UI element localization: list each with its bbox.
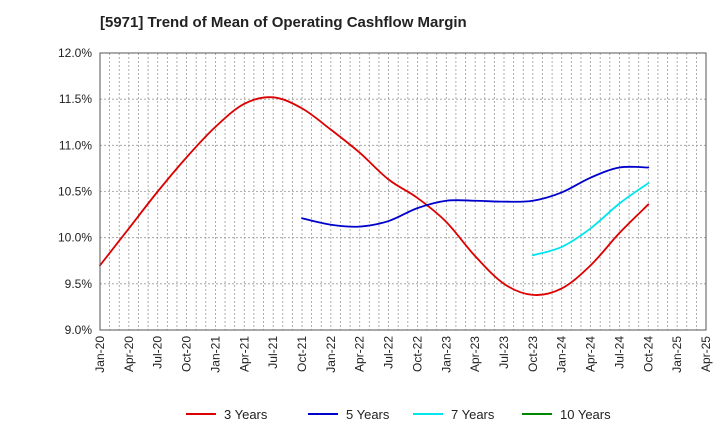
series-line-7-years xyxy=(531,182,650,257)
x-tick-label: Oct-22 xyxy=(410,336,424,372)
x-tick-label: Jul-21 xyxy=(266,336,280,369)
x-tick-label: Apr-20 xyxy=(122,336,136,372)
x-tick-label: Jan-25 xyxy=(670,336,684,373)
x-tick-label: Oct-24 xyxy=(641,336,655,372)
y-tick-label: 9.0% xyxy=(65,323,93,337)
x-tick-label: Oct-23 xyxy=(526,336,540,372)
x-tick-label: Apr-25 xyxy=(699,336,713,372)
x-tick-label: Jan-24 xyxy=(555,336,569,373)
x-tick-label: Jan-21 xyxy=(208,336,222,373)
x-tick-label: Jan-22 xyxy=(324,336,338,373)
legend-label-10-years: 10 Years xyxy=(560,407,611,422)
x-tick-label: Apr-23 xyxy=(468,336,482,372)
legend-label-7-years: 7 Years xyxy=(451,407,495,422)
y-tick-label: 12.0% xyxy=(58,46,92,60)
y-tick-label: 9.5% xyxy=(65,277,93,291)
x-tick-label: Apr-21 xyxy=(237,336,251,372)
x-tick-label: Jul-24 xyxy=(612,336,626,369)
x-tick-label: Jan-20 xyxy=(93,336,107,373)
x-tick-label: Apr-22 xyxy=(353,336,367,372)
legend-label-3-years: 3 Years xyxy=(224,407,268,422)
plot-frame xyxy=(99,52,707,331)
x-tick-label: Jan-23 xyxy=(439,336,453,373)
y-tick-label: 11.0% xyxy=(59,138,92,152)
y-tick-label: 11.5% xyxy=(59,92,92,106)
series-line-3-years xyxy=(99,96,650,296)
legend-layer: 3 Years 5 Years 7 Years 10 Years xyxy=(186,407,611,422)
x-tick-label: Jul-22 xyxy=(382,336,396,369)
x-tick-label: Jul-20 xyxy=(151,336,165,369)
grid-layer xyxy=(100,53,706,330)
series-layer xyxy=(99,96,650,296)
y-tick-label: 10.5% xyxy=(58,185,92,199)
x-tick-label: Oct-21 xyxy=(295,336,309,372)
x-tick-label: Oct-20 xyxy=(180,336,194,372)
series-line-5-years xyxy=(301,165,650,228)
legend-label-5-years: 5 Years xyxy=(346,407,390,422)
x-tick-label: Jul-23 xyxy=(497,336,511,369)
y-tick-label: 10.0% xyxy=(58,231,92,245)
x-tick-label: Apr-24 xyxy=(584,336,598,372)
chart-title: [5971] Trend of Mean of Operating Cashfl… xyxy=(100,14,467,31)
axes-layer: 9.0% 9.5% 10.0% 10.5% 11.0% 11.5% 12.0% Jan-20 A… xyxy=(58,46,713,373)
